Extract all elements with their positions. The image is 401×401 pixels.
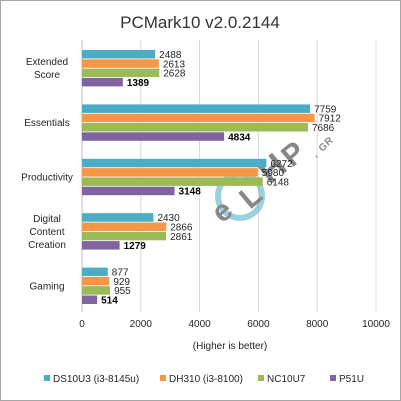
legend-entry: DH310 (i3-8100) [169, 374, 243, 385]
bar [82, 213, 154, 222]
bar [82, 186, 175, 196]
watermark-glyph: . [311, 150, 320, 160]
legend-swatch [160, 375, 166, 381]
legend-swatch [258, 375, 264, 381]
data-label: 877 [112, 268, 129, 279]
data-label: 1279 [124, 241, 147, 252]
bar [82, 168, 258, 177]
data-label: 6272 [270, 159, 293, 170]
x-tick-label: 6000 [247, 319, 270, 330]
data-label: 7759 [314, 104, 337, 115]
bar [82, 123, 308, 132]
data-label: 3148 [179, 187, 202, 198]
category-label: Essentials [24, 118, 70, 129]
bar [82, 77, 123, 87]
data-label: 7686 [312, 123, 335, 134]
bar [82, 276, 110, 286]
bar [82, 104, 311, 113]
x-tick-labels: 0 2000 4000 6000 8000 10000 [79, 319, 390, 330]
bar [82, 231, 167, 241]
legend-entry: DS10U3 (i3-8145u) [53, 374, 139, 385]
data-label: 955 [114, 286, 131, 297]
chart-title: PCMark10 v2.0.2144 [120, 13, 280, 32]
category-label: Digital Content Creation [28, 214, 66, 251]
bar [82, 50, 156, 59]
bar [82, 286, 111, 295]
x-tick-label: 10000 [362, 319, 390, 330]
data-label: 2866 [170, 223, 193, 234]
data-label: 2628 [163, 69, 186, 80]
x-tick-label: 4000 [188, 319, 211, 330]
x-tick-label: 0 [79, 319, 85, 330]
data-label: 5980 [262, 168, 285, 179]
bar [82, 222, 167, 231]
x-tick-label: 8000 [306, 319, 329, 330]
data-label: 2861 [170, 232, 193, 243]
x-axis-label: (Higher is better) [193, 341, 267, 352]
legend-swatch [330, 375, 336, 381]
category-label: Productivity [21, 173, 73, 184]
watermark-glyph: e [205, 193, 239, 229]
category-label: Gaming [29, 281, 64, 292]
bar [82, 241, 120, 250]
bar [82, 267, 108, 277]
bars [82, 50, 315, 304]
data-label: 7912 [319, 114, 342, 125]
bar [82, 113, 315, 123]
bar [82, 295, 98, 304]
bar [82, 177, 263, 186]
data-label: 2613 [163, 59, 186, 70]
data-label: 2488 [159, 50, 182, 61]
data-label: 514 [101, 296, 118, 307]
category-label: Extended Score [26, 57, 68, 81]
bar [82, 158, 267, 168]
bar [82, 68, 160, 78]
data-label: 4834 [228, 132, 251, 143]
legend-entry: NC10U7 [267, 374, 306, 385]
x-tick-label: 2000 [130, 319, 153, 330]
category-labels: Extended Score Essentials Productivity Digit… [21, 57, 73, 292]
legend: DS10U3 (i3-8145u) DH310 (i3-8100) NC10U7 P5… [44, 374, 364, 385]
bar [82, 132, 225, 141]
legend-entry: P51U [339, 374, 364, 385]
data-label: 929 [113, 277, 130, 288]
data-label: 6148 [267, 177, 290, 188]
legend-swatch [44, 375, 50, 381]
data-label: 1389 [127, 78, 150, 89]
data-label: 2430 [157, 213, 180, 224]
bar [82, 59, 159, 68]
